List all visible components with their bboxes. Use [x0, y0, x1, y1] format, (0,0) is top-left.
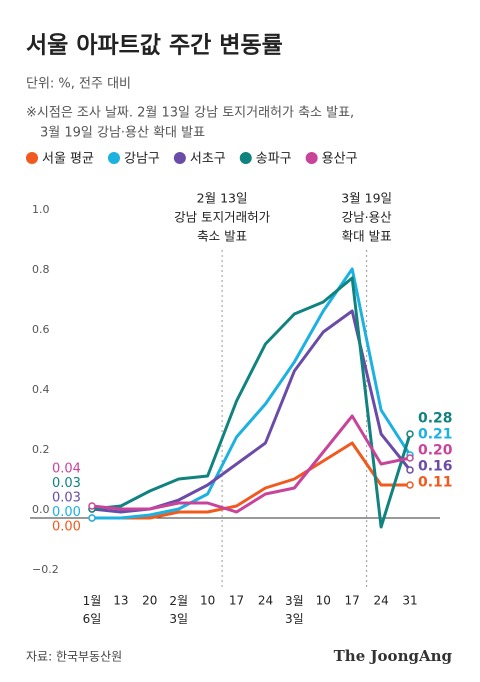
- chart-title: 서울 아파트값 주간 변동률: [26, 33, 283, 59]
- legend-marker: [173, 152, 186, 164]
- source: 자료: 한국부동산원: [26, 650, 122, 664]
- y-tick-label: 0.0: [32, 503, 50, 516]
- legend-marker: [305, 152, 318, 164]
- x-tick-label: 13: [113, 594, 128, 608]
- value-label: 0.28: [418, 410, 453, 426]
- y-tick-label: 1.0: [32, 203, 50, 216]
- legend-label: 서울 평균: [42, 152, 94, 167]
- end-point: [88, 514, 96, 522]
- series-line: [92, 267, 412, 520]
- value-label: 0.03: [52, 476, 81, 491]
- note: ※시점은 조사 날짜. 2월 13일 강남 토지거래허가 축소 발표,: [26, 106, 354, 121]
- note: 3월 19일 강남·용산 확대 발표: [40, 126, 205, 141]
- value-label: 0.20: [418, 442, 453, 458]
- x-tick-label: 24: [258, 594, 273, 608]
- value-label: 0.03: [52, 491, 81, 506]
- end-point: [88, 502, 96, 510]
- y-tick-label: 0.4: [32, 383, 50, 396]
- x-tick-label-line: 3일: [169, 612, 188, 626]
- x-tick-label: 1월 6일: [83, 594, 102, 626]
- end-point: [406, 430, 414, 438]
- x-tick-label-line: 3일: [285, 612, 304, 626]
- value-label: 0.04: [52, 462, 81, 477]
- annotation: 3월 19일: [341, 191, 392, 206]
- legend-marker: [107, 152, 120, 164]
- subtitle: 단위: %, 전주 대비: [26, 77, 131, 92]
- x-tick-label: 3월 3일: [285, 594, 304, 626]
- x-tick-label: 31: [402, 594, 417, 608]
- x-tick-label: 10: [316, 594, 331, 608]
- annotation: 확대 발표: [342, 229, 392, 244]
- value-label: 0.11: [418, 474, 453, 490]
- x-tick-label-line: 2월: [169, 594, 188, 608]
- end-point: [406, 481, 414, 489]
- x-tick-label: 20: [142, 594, 157, 608]
- annotation: 강남·용산: [342, 210, 392, 225]
- end-point: [406, 454, 414, 462]
- annotation: 2월 13일: [197, 191, 248, 206]
- legend-label: 서초구: [190, 152, 226, 167]
- value-label: 0.21: [418, 426, 453, 442]
- x-tick-label: 2월 3일: [169, 594, 188, 626]
- legend-marker: [239, 152, 252, 164]
- y-tick-label: 0.6: [32, 323, 50, 336]
- series-line: [91, 276, 412, 529]
- y-tick-label: −0.2: [32, 563, 59, 576]
- x-tick-label-line: 3월: [285, 594, 304, 608]
- end-point: [406, 466, 414, 474]
- x-tick-label-line: 1월: [83, 594, 102, 608]
- y-tick-label: 0.8: [32, 263, 50, 276]
- y-tick-label: 0.2: [32, 443, 50, 456]
- x-tick-label: 17: [345, 594, 360, 608]
- annotation: 강남 토지거래허가: [174, 210, 270, 225]
- value-label: 0.16: [418, 458, 453, 474]
- x-tick-label: 24: [373, 594, 388, 608]
- legend-label: 강남구: [124, 152, 160, 167]
- value-label: 0.00: [52, 520, 81, 535]
- series-line: [91, 414, 411, 514]
- legend-label: 송파구: [256, 152, 292, 167]
- annotation: 축소 발표: [197, 229, 247, 244]
- x-tick-label-line: 6일: [83, 612, 102, 626]
- value-label: 0.00: [52, 505, 81, 520]
- series-line: [92, 441, 410, 520]
- legend-marker: [26, 152, 38, 164]
- legend-label: 용산구: [322, 152, 358, 167]
- x-tick-label: 17: [229, 594, 244, 608]
- brand: The JoongAng: [334, 647, 453, 665]
- x-tick-label: 10: [200, 594, 215, 608]
